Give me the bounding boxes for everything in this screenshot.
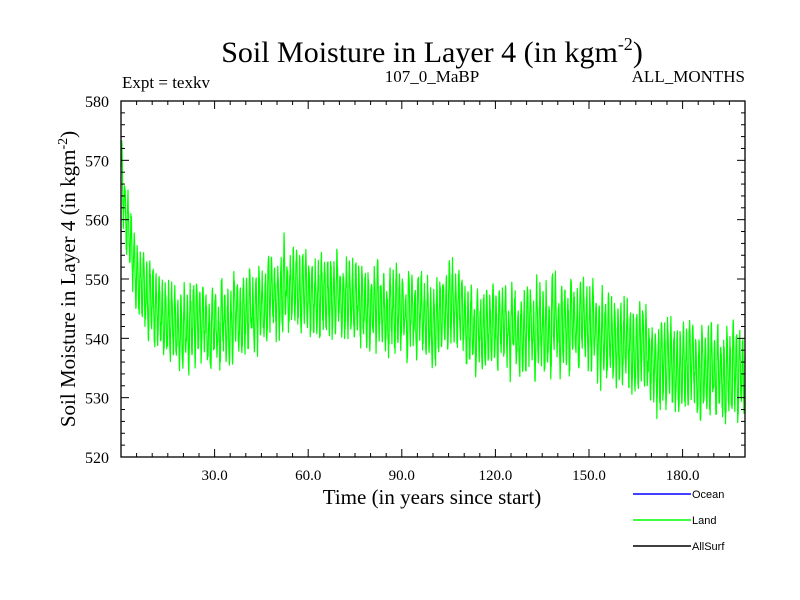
legend: Ocean Land AllSurf	[633, 489, 725, 553]
series-land	[120, 140, 746, 425]
y-tick-label: 550	[85, 272, 109, 289]
y-axis-label: Soil Moisture in Layer 4 (in kgm-2)	[56, 131, 80, 427]
y-tick-labels: 520 530 540 550 560 570 580	[85, 94, 109, 467]
legend-label-allsurf: AllSurf	[692, 541, 725, 553]
y-tick-label: 560	[85, 213, 109, 230]
legend-label-ocean: Ocean	[692, 489, 724, 501]
plot-frame	[120, 100, 746, 458]
y-tick-label: 570	[85, 153, 109, 170]
x-tick-labels: 30.0 60.0 90.0 120.0 150.0 180.0	[201, 468, 699, 484]
x-tick-label: 30.0	[201, 468, 227, 484]
axis-ticks	[121, 100, 745, 458]
y-tick-label: 530	[85, 391, 109, 408]
subtitle-expt: Expt = texkv	[122, 73, 210, 92]
y-tick-label: 580	[85, 94, 109, 111]
y-axis-label-sup: -2	[56, 138, 71, 150]
y-tick-label: 520	[85, 450, 109, 467]
legend-label-land: Land	[692, 515, 716, 527]
x-tick-label: 120.0	[479, 468, 513, 484]
chart-title-sup: -2	[618, 34, 633, 54]
x-tick-label: 180.0	[666, 468, 700, 484]
subtitle-period: 107_0_MaBP	[385, 67, 479, 86]
x-tick-label: 90.0	[389, 468, 415, 484]
x-tick-label: 60.0	[295, 468, 321, 484]
x-tick-label: 150.0	[572, 468, 606, 484]
series-land-line	[120, 140, 746, 425]
subtitle-months: ALL_MONTHS	[632, 67, 745, 86]
chart-title: Soil Moisture in Layer 4 (in kgm-2)	[221, 34, 643, 69]
y-tick-label: 540	[85, 331, 109, 348]
x-axis-label: Time (in years since start)	[323, 485, 542, 509]
